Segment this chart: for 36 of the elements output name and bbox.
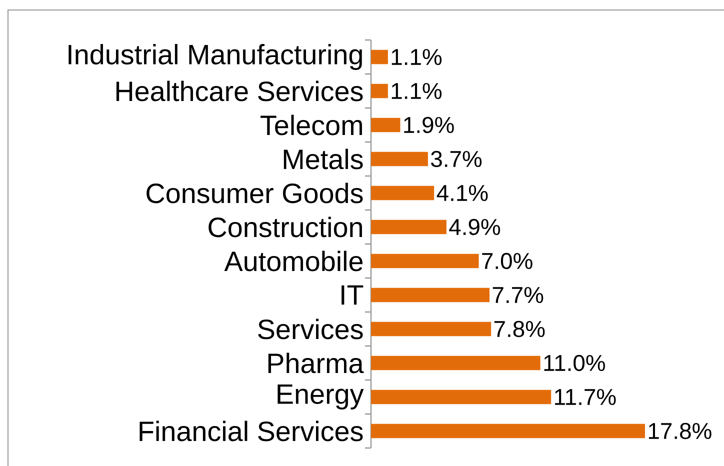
data-label: 1.1% [392, 82, 442, 100]
y-tick-label: Industrial Manufacturing [68, 44, 362, 70]
data-label: 4.9% [449, 218, 500, 236]
y-tick-label: Energy [278, 384, 364, 410]
bar [371, 50, 388, 64]
data-label: 4.1% [436, 184, 488, 202]
bar [371, 152, 428, 166]
data-label: 1.1% [392, 48, 442, 66]
y-tick-label: Consumer Goods [146, 182, 363, 204]
data-label: 7.8% [494, 320, 545, 338]
bar [371, 118, 400, 132]
data-label: 1.9% [404, 116, 454, 134]
bar [371, 288, 490, 302]
data-label: 7.0% [482, 252, 532, 270]
bar [371, 220, 446, 234]
y-tick-label: Pharma [268, 352, 364, 374]
data-label: 11.0% [544, 354, 605, 372]
y-tick-label: Healthcare Services [116, 80, 363, 102]
bar [371, 254, 479, 268]
bar [371, 322, 492, 336]
y-tick-label: Construction [208, 216, 362, 238]
y-tick-label: Metals [284, 148, 363, 170]
y-tick-label: Financial Services [140, 420, 363, 442]
bar [371, 424, 646, 438]
bar [371, 356, 540, 370]
data-label: 3.7% [431, 150, 482, 168]
bar [371, 186, 434, 200]
bar [371, 84, 388, 98]
data-label: 17.8% [648, 422, 712, 440]
y-tick-label: IT [342, 285, 364, 305]
y-tick-label: Services [258, 318, 363, 340]
data-label: 11.7% [555, 388, 616, 406]
data-label: 7.7% [492, 286, 544, 304]
y-tick-label: Telecom [260, 114, 362, 136]
bar [371, 390, 552, 404]
y-tick-label: Automobile [224, 250, 363, 272]
